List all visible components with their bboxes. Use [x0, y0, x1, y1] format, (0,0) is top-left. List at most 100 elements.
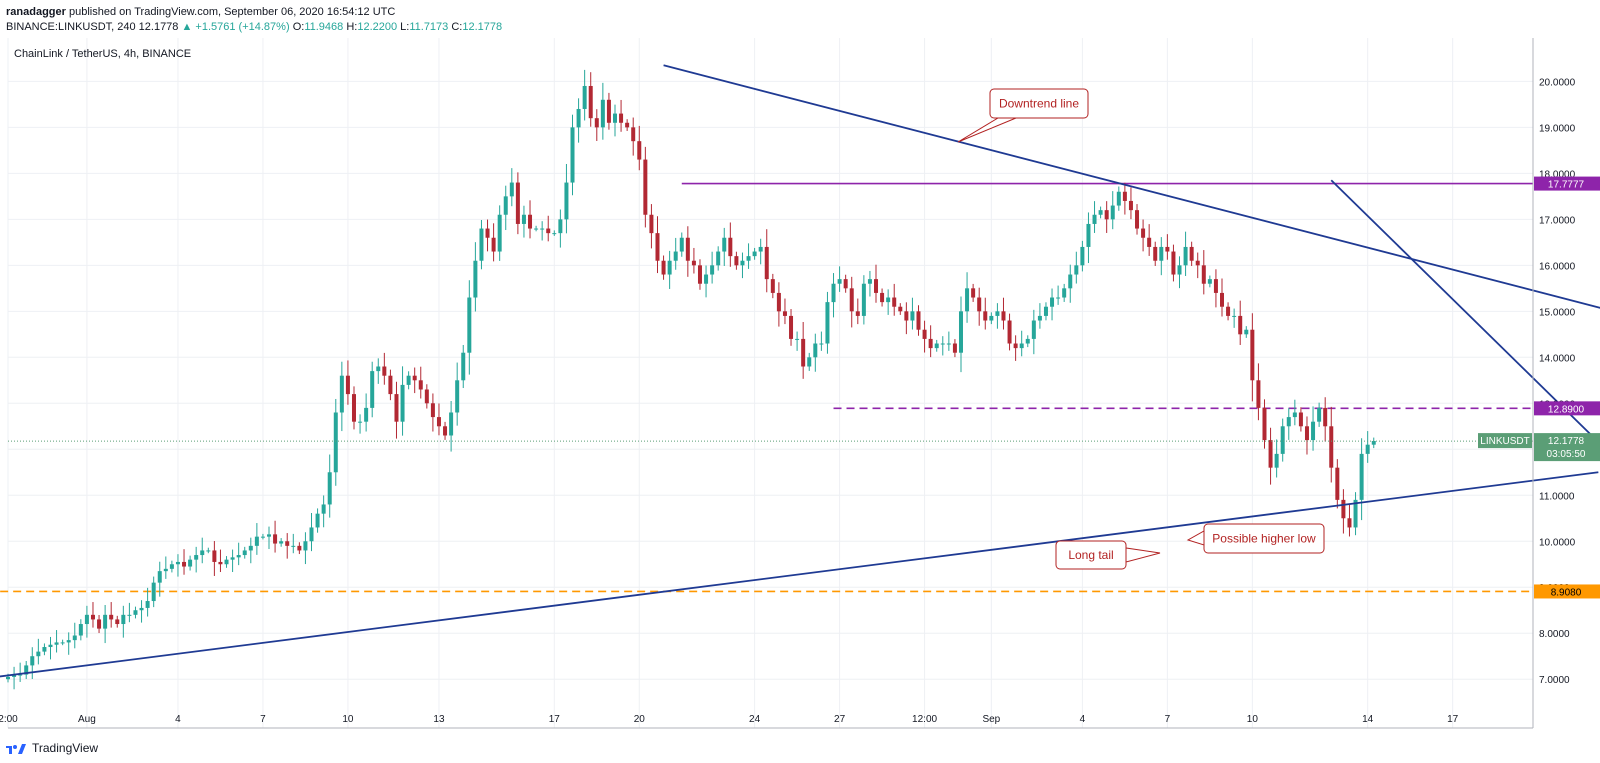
symbol-tag-text: LINKUSDT: [1480, 436, 1529, 447]
candle-body: [661, 260, 666, 275]
candle: [1104, 201, 1109, 233]
candle-body: [789, 315, 794, 339]
candle-body: [1159, 246, 1164, 261]
candle-body: [1323, 407, 1328, 427]
candle: [1043, 302, 1048, 321]
candle: [758, 238, 763, 265]
candle-body: [1110, 205, 1115, 220]
candle: [24, 661, 29, 680]
candle-body: [145, 601, 150, 608]
candle: [1147, 224, 1152, 256]
candle-body: [400, 384, 405, 422]
candle: [364, 393, 369, 432]
callout-higher-low: Possible higher low: [1186, 523, 1325, 554]
candle: [1050, 288, 1055, 321]
y-tick-label: 19.0000: [1539, 123, 1576, 134]
x-tick-label: 27: [834, 714, 846, 725]
candle: [248, 537, 253, 564]
candle-body: [333, 412, 338, 473]
candle-body: [303, 541, 308, 551]
uptrend-support-line[interactable]: [0, 471, 1599, 684]
candle-body: [1250, 329, 1255, 381]
candle-body: [825, 302, 830, 344]
candle: [904, 302, 909, 335]
candle: [916, 305, 921, 336]
price-chart[interactable]: Downtrend line Long tail Possible higher l…: [0, 0, 1600, 742]
candle-body: [588, 85, 593, 119]
candle-body: [643, 159, 648, 215]
candle-body: [273, 534, 278, 544]
candle: [874, 264, 879, 303]
candle-body: [564, 182, 569, 220]
publish-text: published on TradingView.com, September …: [65, 6, 396, 18]
downtrend-line-upper[interactable]: [663, 64, 1600, 313]
candle: [1311, 406, 1316, 451]
callout-higher-low-pointer: [1186, 530, 1205, 546]
candle-body: [242, 550, 247, 556]
candle-body: [1201, 265, 1206, 284]
candle: [230, 549, 235, 573]
candle-body: [503, 196, 508, 215]
candle-body: [90, 614, 95, 620]
last-price-tag: LINKUSDT 12.1778 03:05:50: [1478, 433, 1600, 462]
candle-body: [455, 380, 460, 413]
candle-body: [910, 311, 915, 321]
candle: [358, 414, 363, 434]
candle-body: [582, 85, 587, 109]
candle: [388, 369, 393, 401]
candle: [479, 219, 484, 270]
candle-body: [1068, 274, 1073, 289]
candle: [109, 602, 114, 628]
candle: [84, 605, 89, 638]
candle-body: [1280, 426, 1285, 454]
candle: [819, 331, 824, 351]
candle-body: [1304, 426, 1309, 441]
candle-body: [491, 237, 496, 252]
candle-body: [72, 635, 77, 641]
candle: [400, 366, 405, 436]
candle-body: [552, 233, 557, 235]
candle: [1220, 278, 1224, 317]
candle: [728, 222, 733, 267]
candle: [1074, 251, 1079, 284]
candle-body: [849, 288, 854, 312]
candle-body: [30, 656, 35, 666]
candle: [782, 298, 787, 325]
candle-body: [479, 228, 484, 261]
candle: [971, 283, 976, 302]
candle-body: [473, 260, 478, 298]
candle-body: [1226, 306, 1231, 316]
candle: [279, 538, 284, 547]
candle: [345, 360, 350, 405]
candle-body: [649, 214, 654, 234]
candle: [673, 237, 678, 270]
publisher-name[interactable]: ranadagger: [6, 6, 66, 18]
candle-body: [1141, 228, 1146, 238]
y-tick-label: 10.0000: [1539, 537, 1576, 548]
candle: [1086, 212, 1091, 264]
candle: [394, 381, 399, 439]
candle: [194, 546, 199, 573]
candle-body: [958, 311, 963, 353]
candle-body: [928, 338, 933, 349]
candle-body: [97, 619, 102, 629]
candle-body: [364, 407, 369, 422]
time-axis[interactable]: 2:00 Aug 4 7 10 13 17 20 24 27 12:00 Sep 4 7 10 14 17: [0, 714, 1459, 725]
candle: [30, 647, 35, 680]
candle: [303, 532, 308, 565]
candle: [704, 265, 709, 298]
candle: [436, 403, 441, 436]
candle-body: [594, 118, 599, 128]
candle-body: [892, 297, 897, 307]
candle: [922, 320, 927, 353]
candle-body: [613, 113, 617, 123]
last-price-bg: [1534, 433, 1600, 462]
candle-body: [497, 214, 502, 252]
candle: [224, 556, 229, 568]
x-tick-label: 2:00: [0, 714, 18, 725]
candle-body: [1329, 426, 1334, 468]
candle: [1323, 397, 1328, 442]
candle-body: [534, 228, 539, 230]
callout-long-tail-pointer: [1125, 547, 1161, 563]
candle: [254, 523, 259, 555]
